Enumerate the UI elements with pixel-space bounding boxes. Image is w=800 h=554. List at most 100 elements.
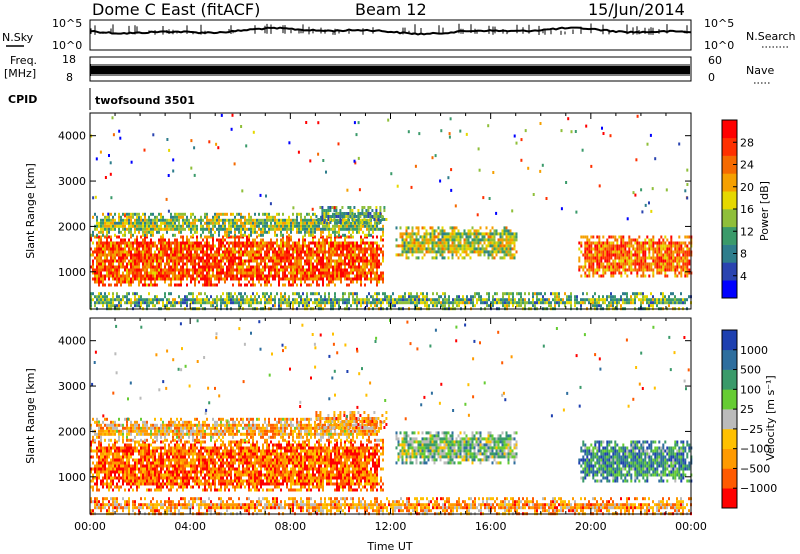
data-cell bbox=[686, 256, 689, 260]
data-cell bbox=[156, 277, 158, 281]
data-cell bbox=[328, 247, 330, 251]
data-cell bbox=[208, 218, 210, 222]
data-cell bbox=[118, 301, 120, 305]
data-cell bbox=[206, 268, 208, 272]
data-cell bbox=[325, 212, 328, 215]
data-cell bbox=[451, 235, 454, 239]
data-cell bbox=[130, 262, 132, 266]
data-cell bbox=[346, 274, 348, 278]
data-cell bbox=[596, 262, 599, 266]
data-cell bbox=[272, 244, 274, 248]
data-cell bbox=[338, 241, 340, 245]
nsky-tick-top: 10^5 bbox=[52, 17, 82, 30]
data-cell bbox=[312, 265, 314, 269]
data-cell bbox=[584, 298, 586, 302]
data-cell bbox=[364, 235, 366, 239]
data-cell bbox=[636, 295, 638, 299]
data-cell bbox=[94, 274, 96, 278]
data-cell bbox=[511, 232, 514, 236]
data-cell bbox=[224, 304, 226, 308]
data-cell bbox=[268, 215, 270, 219]
data-cell bbox=[110, 224, 112, 228]
data-cell bbox=[182, 265, 184, 269]
data-cell bbox=[256, 241, 258, 245]
data-cell bbox=[304, 215, 306, 219]
data-cell bbox=[466, 295, 468, 299]
data-cell bbox=[172, 256, 174, 260]
data-cell bbox=[608, 268, 611, 272]
data-cell bbox=[114, 218, 116, 222]
data-cell bbox=[640, 268, 643, 272]
data-cell bbox=[644, 241, 647, 245]
data-cell bbox=[320, 262, 322, 266]
data-cell bbox=[134, 253, 136, 257]
data-cell bbox=[610, 253, 613, 257]
data-cell bbox=[477, 244, 480, 248]
data-cell bbox=[312, 221, 314, 225]
data-cell bbox=[363, 221, 366, 224]
data-cell bbox=[90, 295, 92, 299]
data-cell bbox=[630, 265, 633, 269]
data-cell bbox=[230, 230, 232, 234]
data-cell bbox=[324, 292, 326, 296]
data-cell bbox=[445, 238, 448, 242]
data-cell bbox=[234, 227, 236, 231]
data-cell bbox=[578, 301, 580, 305]
data-cell bbox=[296, 259, 298, 263]
data-cell bbox=[321, 206, 324, 209]
data-cell bbox=[338, 274, 340, 278]
data-cell bbox=[290, 301, 292, 305]
data-cell bbox=[684, 268, 687, 272]
data-cell bbox=[260, 271, 262, 275]
data-cell bbox=[134, 298, 136, 302]
data-cell bbox=[130, 304, 132, 308]
data-cell bbox=[642, 271, 645, 275]
data-cell bbox=[170, 280, 172, 284]
data-cell bbox=[94, 250, 96, 254]
data-cell bbox=[558, 292, 560, 296]
data-cell bbox=[254, 230, 256, 234]
data-cell bbox=[594, 253, 597, 257]
nsky-panel: N.Sky 10^5 10^0 10^5 10^0 N.Search bbox=[2, 17, 796, 52]
data-cell bbox=[112, 215, 114, 219]
data-cell bbox=[624, 250, 627, 254]
data-cell bbox=[186, 271, 188, 275]
data-cell bbox=[479, 238, 482, 242]
data-cell bbox=[434, 304, 436, 308]
data-cell bbox=[330, 238, 332, 242]
data-cell bbox=[329, 209, 332, 212]
data-cell bbox=[298, 224, 300, 228]
data-cell bbox=[214, 274, 216, 278]
data-cell bbox=[454, 298, 456, 302]
data-cell bbox=[314, 241, 316, 245]
data-cell bbox=[96, 253, 98, 257]
data-cell bbox=[408, 301, 410, 305]
data-cell bbox=[106, 238, 108, 242]
data-cell bbox=[282, 233, 284, 237]
data-cell bbox=[196, 262, 198, 266]
data-cell bbox=[118, 224, 120, 228]
data-cell bbox=[286, 230, 288, 234]
data-cell bbox=[644, 295, 646, 299]
data-cell bbox=[244, 227, 246, 231]
data-cell bbox=[210, 230, 212, 234]
data-cell bbox=[682, 259, 685, 263]
data-cell bbox=[152, 230, 154, 234]
data-cell bbox=[154, 227, 156, 231]
data-cell bbox=[360, 250, 362, 254]
data-cell bbox=[238, 304, 240, 308]
data-cell bbox=[366, 233, 368, 237]
data-cell bbox=[622, 253, 625, 257]
data-cell bbox=[346, 253, 348, 257]
data-cell bbox=[114, 274, 116, 278]
data-cell bbox=[429, 247, 432, 251]
data-cell bbox=[413, 238, 416, 242]
data-cell bbox=[194, 244, 196, 248]
data-cell bbox=[248, 265, 250, 269]
data-cell bbox=[614, 253, 617, 257]
data-cell bbox=[441, 232, 444, 236]
data-cell bbox=[652, 274, 655, 278]
data-cell bbox=[170, 212, 172, 216]
data-cell bbox=[128, 259, 130, 263]
data-cell bbox=[345, 212, 348, 215]
